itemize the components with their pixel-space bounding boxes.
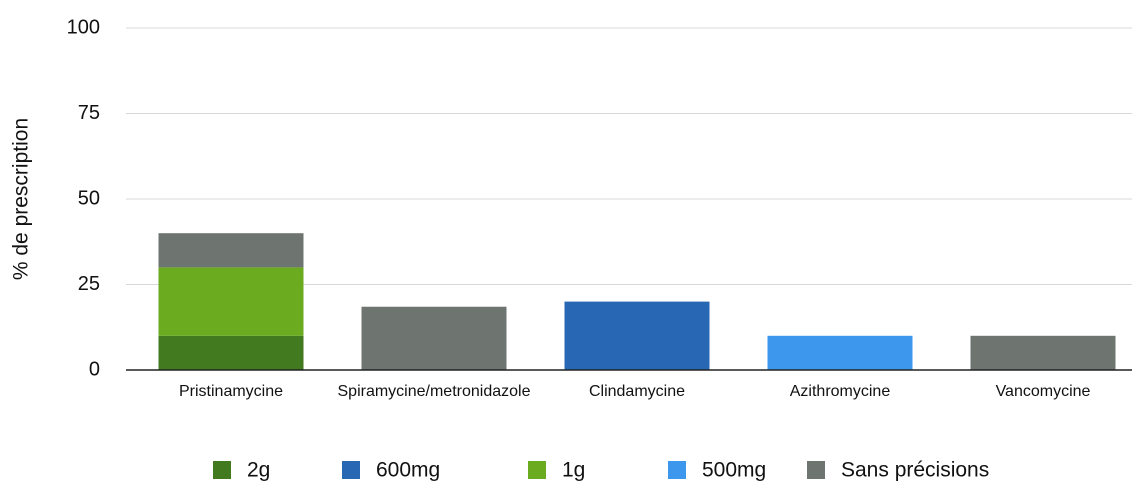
legend-label: 2g: [247, 459, 270, 482]
x-tick-label: Clindamycine: [589, 383, 685, 400]
x-tick-label: Vancomycine: [996, 383, 1091, 400]
legend-swatch: [213, 461, 231, 479]
legend-swatch: [528, 461, 546, 479]
y-tick-label: 0: [89, 358, 100, 380]
y-tick-label: 25: [78, 273, 100, 295]
y-tick-label: 50: [78, 187, 100, 209]
bar-segment: [361, 306, 507, 370]
x-tick-label: Azithromycine: [790, 383, 891, 400]
bar-segment: [158, 233, 304, 268]
bar-segment: [564, 301, 710, 370]
legend-swatch: [668, 461, 686, 479]
legend-swatch: [807, 461, 825, 479]
legend-swatch: [342, 461, 360, 479]
legend-label: 500mg: [702, 459, 766, 482]
bar-segment: [767, 335, 913, 370]
legend-label: 600mg: [376, 459, 440, 482]
legend-label: Sans précisions: [841, 459, 989, 482]
bar-segment: [158, 335, 304, 370]
legend-label: 1g: [562, 459, 585, 482]
x-tick-label: Spiramycine/metronidazole: [338, 383, 531, 400]
bar-segment: [970, 335, 1116, 370]
y-tick-label: 100: [67, 16, 100, 38]
x-tick-label: Pristinamycine: [179, 383, 283, 400]
bar-segment: [158, 267, 304, 336]
y-tick-label: 75: [78, 102, 100, 124]
y-axis-title: % de prescription: [10, 118, 33, 280]
